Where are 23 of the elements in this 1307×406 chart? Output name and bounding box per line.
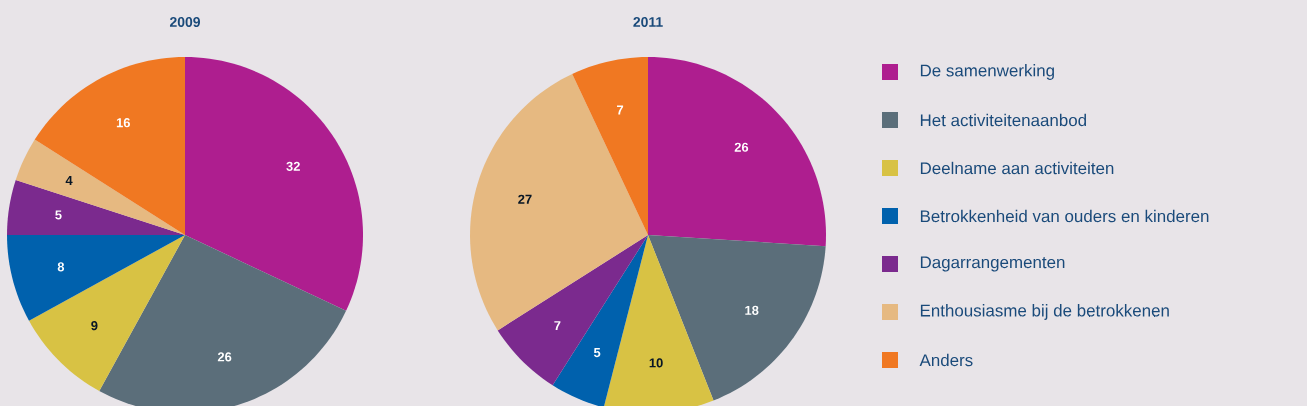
data-label: 18	[745, 305, 759, 315]
data-label: 26	[734, 142, 749, 152]
data-label: 8	[57, 262, 65, 272]
slice-label: 2009	[169, 17, 201, 27]
data-label: 5	[593, 348, 601, 358]
data-label: 26	[217, 352, 232, 362]
legend-label: De samenwerking	[920, 64, 1054, 80]
legend-label: Deelname aan activiteiten	[920, 161, 1114, 175]
data-label: 32	[286, 161, 300, 171]
data-label: 10	[649, 358, 663, 368]
slice-label: 2011	[633, 17, 663, 27]
legend-label: Anders	[919, 353, 973, 367]
legend-label: Het activiteitenaanbod	[920, 113, 1086, 127]
data-label: 5	[55, 210, 62, 220]
legend-label: Dagarrangementen	[920, 256, 1065, 272]
data-label: 16	[116, 118, 130, 128]
data-label: 4	[65, 175, 73, 185]
data-label: 7	[617, 105, 624, 115]
data-label: 27	[518, 194, 532, 204]
data-label: 9	[91, 321, 98, 331]
data-label: 7	[554, 321, 561, 331]
legend-label: Betrokkenheid van ouders en kinderen	[920, 209, 1209, 223]
legend-label: Enthousiasme bij de betrokkenen	[920, 304, 1169, 320]
